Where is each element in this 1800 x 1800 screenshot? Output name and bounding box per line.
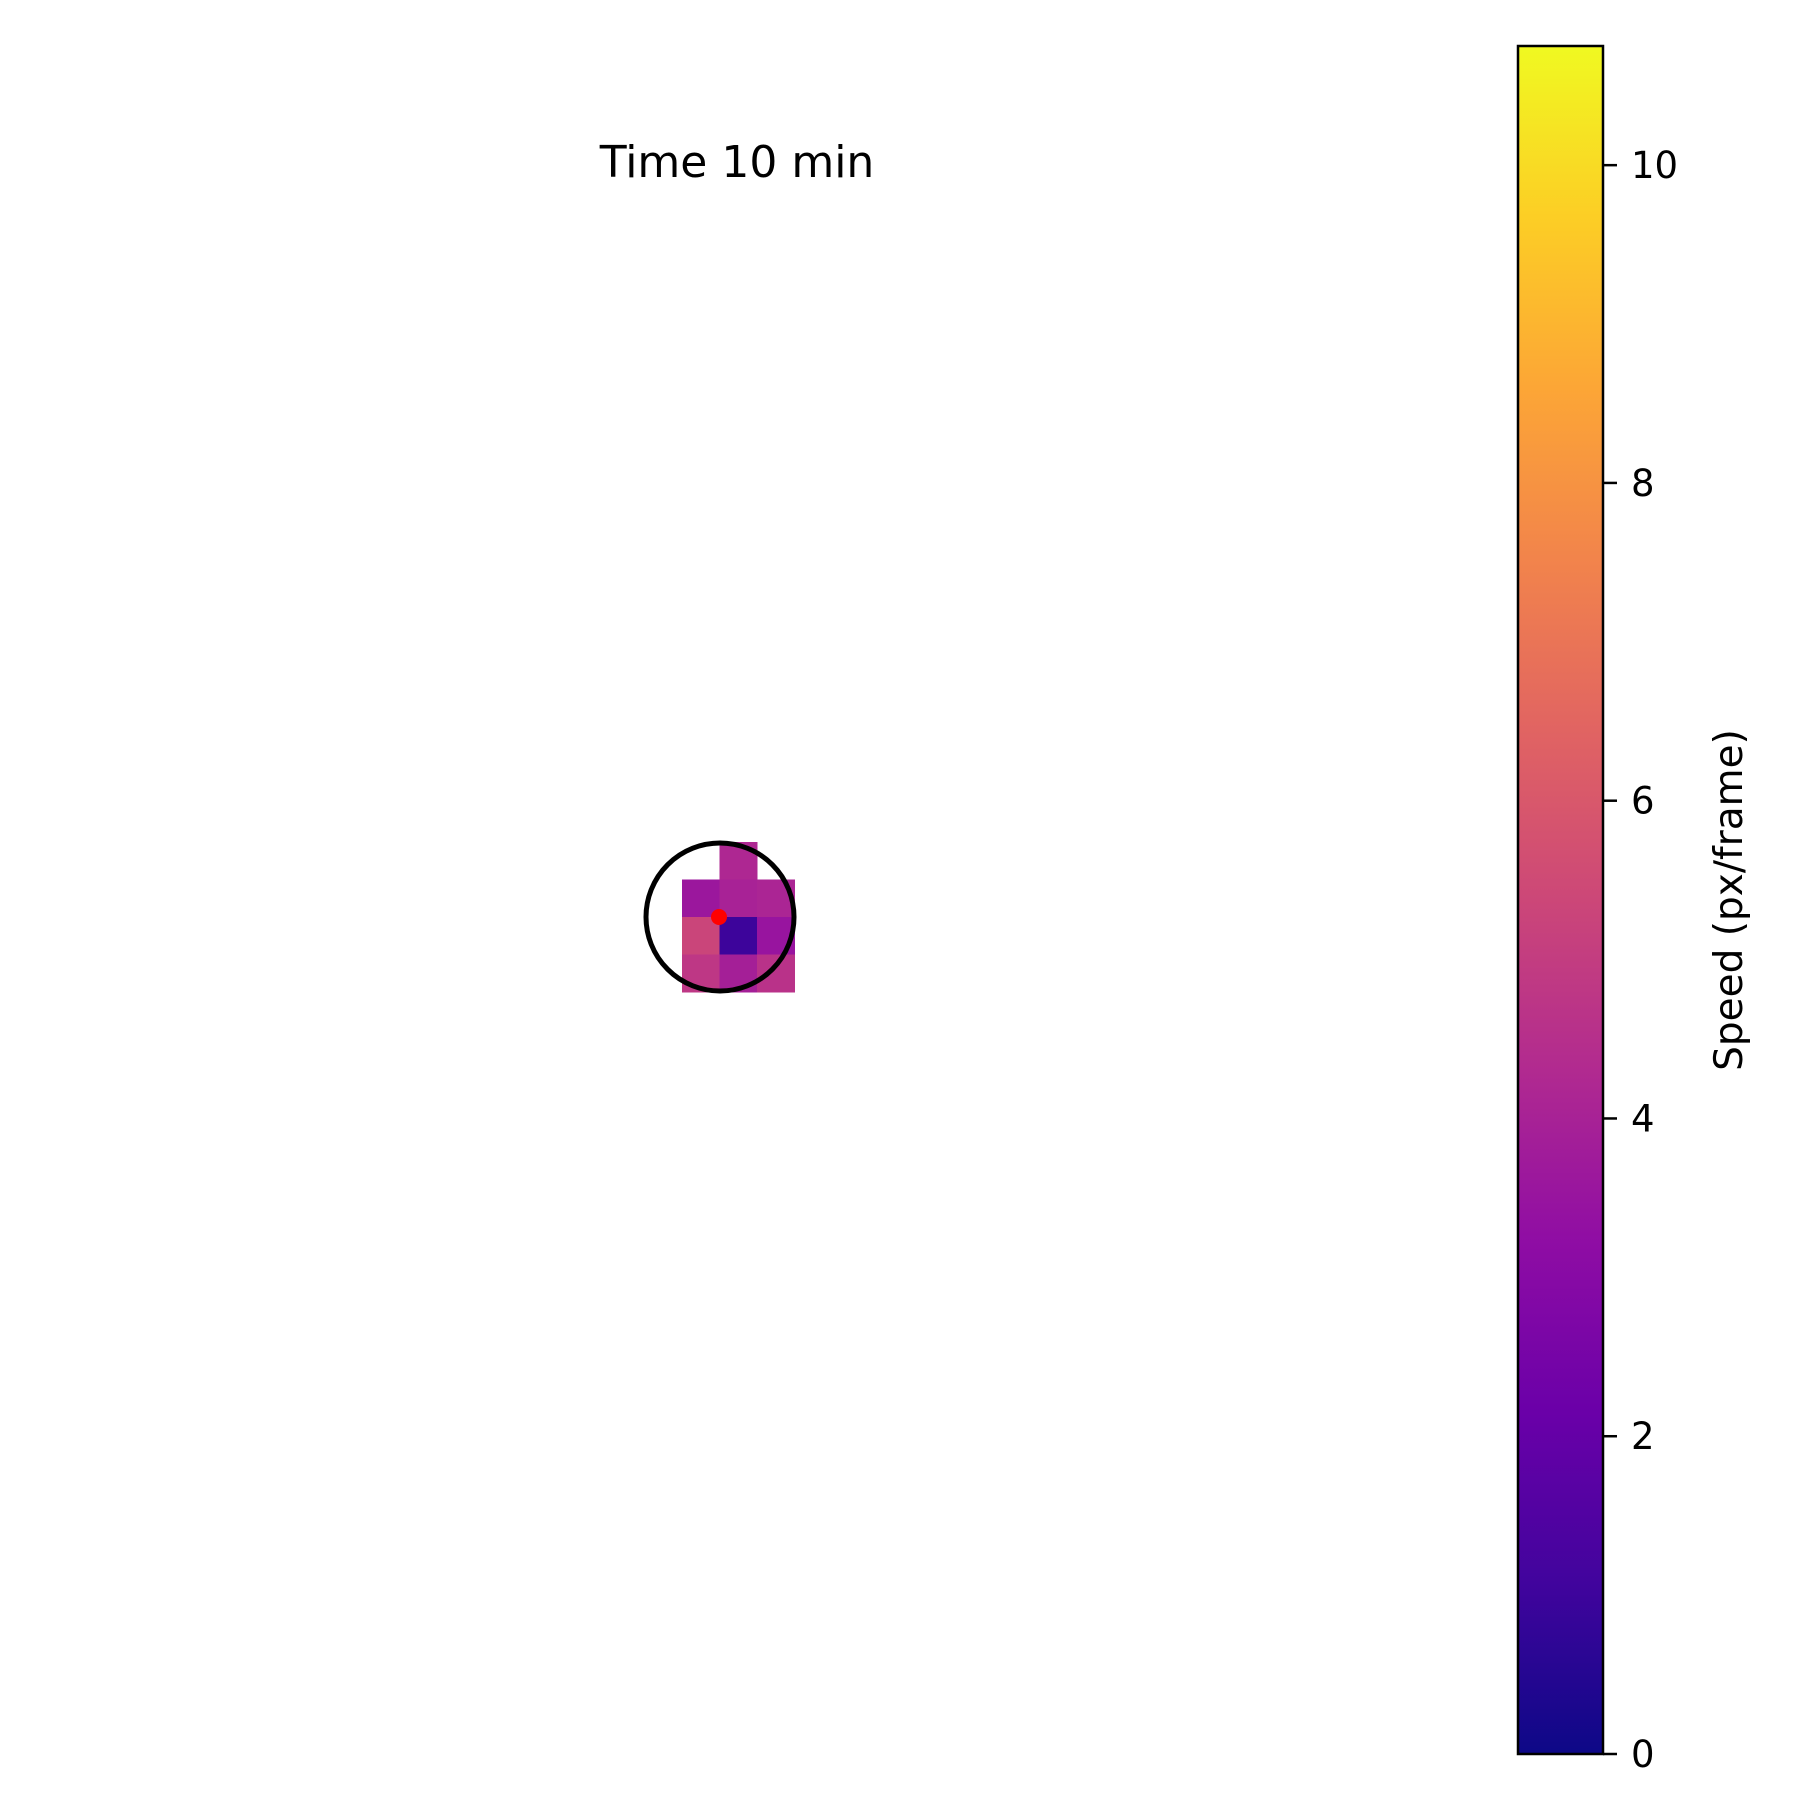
heatmap-cell (719, 879, 758, 918)
heatmap-cells (682, 842, 795, 993)
annotations (643, 840, 797, 994)
roi-circle (643, 840, 797, 994)
colorbar-tick-label: 2 (1631, 1415, 1655, 1458)
colorbar-label: Speed (px/frame) (1707, 729, 1752, 1071)
colorbar-tick-label: 6 (1631, 780, 1655, 823)
colorbar: 0 2 4 6 8 10 Speed (px/frame) (1516, 44, 1752, 1776)
center-marker (711, 909, 727, 925)
colorbar-ticks: 0 2 4 6 8 10 (1603, 144, 1678, 1776)
colorbar-tick-label: 4 (1631, 1097, 1655, 1140)
colorbar-gradient (1516, 44, 1605, 1756)
chart-title: Time 10 min (599, 137, 875, 188)
heatmap-cell (682, 917, 720, 955)
colorbar-tick-label: 10 (1631, 144, 1678, 187)
colorbar-tick-label: 8 (1631, 462, 1655, 505)
heatmap-cell (719, 917, 758, 955)
heatmap-cell (757, 954, 795, 993)
colorbar-tick-label: 0 (1631, 1733, 1655, 1776)
